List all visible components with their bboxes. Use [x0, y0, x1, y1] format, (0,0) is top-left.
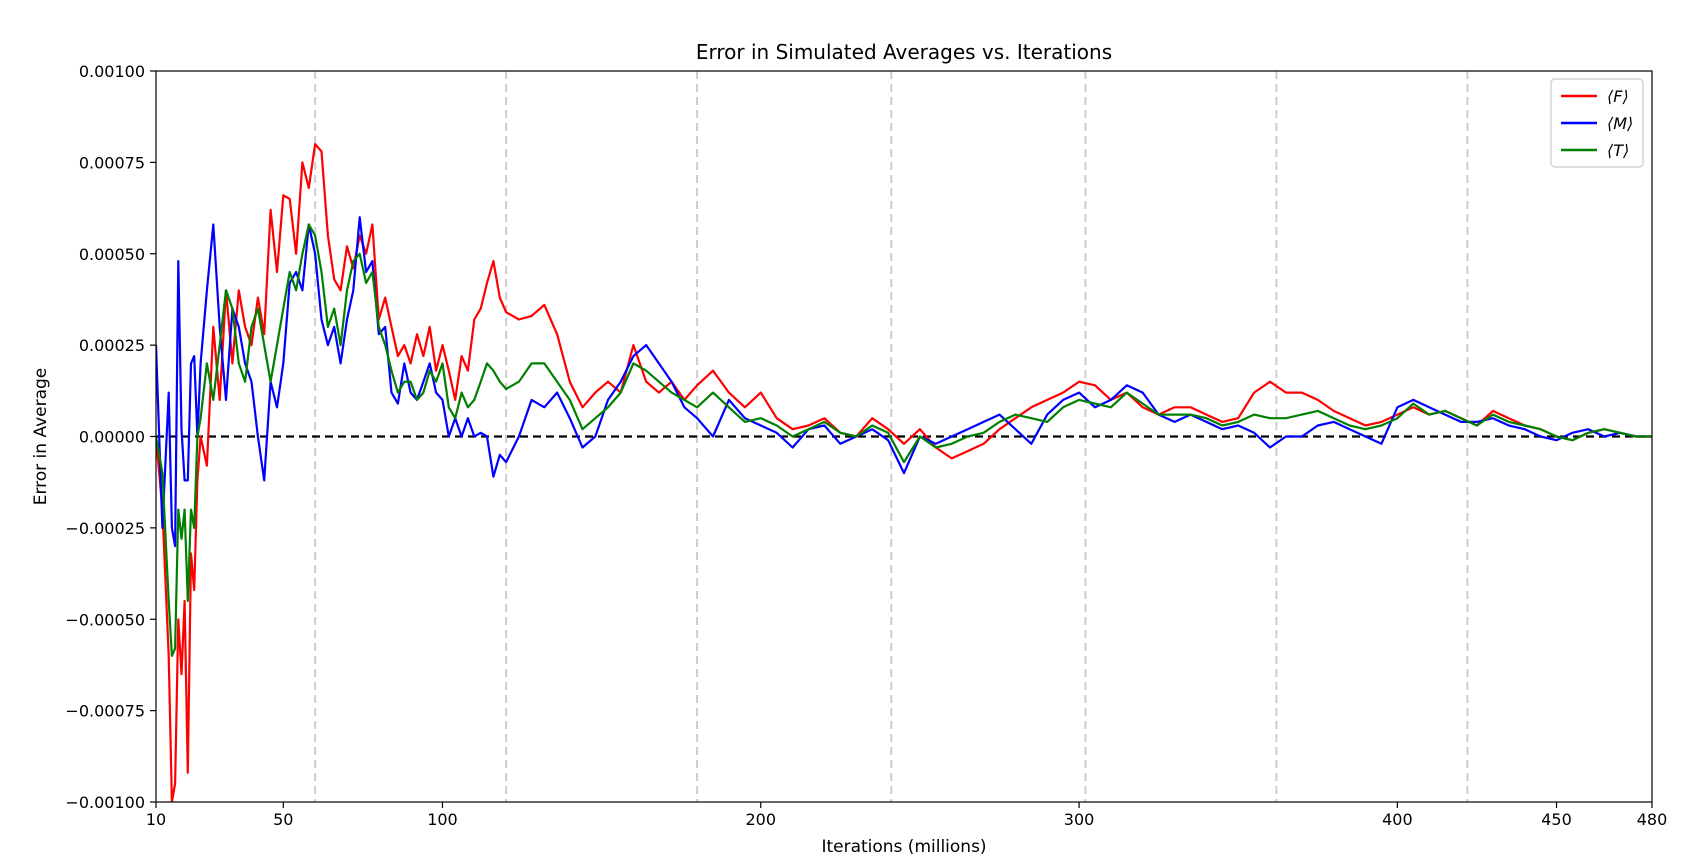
- y-tick-label: 0.00075: [79, 153, 145, 172]
- x-axis-label: Iterations (millions): [821, 837, 986, 857]
- y-axis-label: Error in Average: [31, 368, 51, 506]
- y-axis-ticks: −0.00100 −0.00075 −0.00050 −0.00025 0.00000 0…: [65, 62, 156, 812]
- x-axis-ticks: 10 50 100 200 300 400 450 480: [146, 802, 1667, 829]
- y-tick-label: 0.00100: [79, 62, 145, 81]
- series-line-f: [156, 143, 1652, 802]
- series-layer: [156, 143, 1652, 802]
- series-line-t: [156, 223, 1652, 657]
- y-tick-label: −0.00050: [65, 610, 145, 629]
- y-tick-label: 0.00000: [79, 428, 145, 447]
- y-tick-label: −0.00100: [65, 793, 145, 812]
- y-tick-label: −0.00075: [65, 702, 145, 721]
- x-tick-label: 480: [1637, 810, 1668, 829]
- x-tick-label: 50: [273, 810, 293, 829]
- y-tick-label: 0.00050: [79, 245, 145, 264]
- legend: ⟨F⟩ ⟨M⟩ ⟨T⟩: [1550, 78, 1644, 168]
- y-tick-label: 0.00025: [79, 336, 145, 355]
- chart-title: Error in Simulated Averages vs. Iteratio…: [696, 40, 1112, 64]
- legend-label-f: ⟨F⟩: [1607, 87, 1629, 106]
- x-tick-label: 200: [745, 810, 776, 829]
- x-tick-label: 300: [1064, 810, 1095, 829]
- x-tick-label: 10: [146, 810, 166, 829]
- x-tick-label: 100: [427, 810, 458, 829]
- legend-label-t: ⟨T⟩: [1607, 141, 1629, 160]
- series-line-m: [156, 216, 1652, 548]
- x-tick-label: 400: [1382, 810, 1413, 829]
- legend-label-m: ⟨M⟩: [1607, 114, 1633, 133]
- y-tick-label: −0.00025: [65, 519, 145, 538]
- x-tick-label: 450: [1541, 810, 1572, 829]
